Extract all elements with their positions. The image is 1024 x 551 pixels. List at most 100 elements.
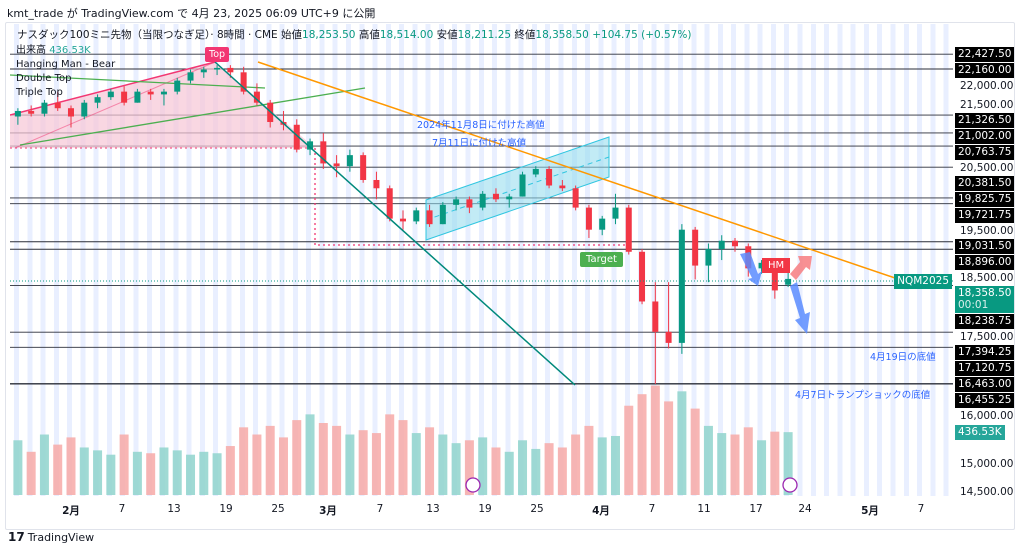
candle — [160, 88, 167, 106]
price-level-tag: 18,896.00 — [955, 255, 1015, 271]
candle — [174, 77, 181, 95]
volume-bar — [491, 447, 501, 495]
apr19-low-note[interactable]: 4月19日の底値 — [870, 352, 936, 363]
volume-bar — [557, 447, 567, 495]
candle-body — [692, 229, 699, 266]
time-tick-label: 19 — [219, 503, 233, 515]
volume-bar — [478, 437, 488, 495]
candle-body — [559, 185, 566, 189]
volume-bar — [146, 453, 156, 495]
chart-plot-area[interactable] — [10, 24, 953, 496]
volume-bar — [53, 444, 63, 495]
candle-body — [307, 141, 314, 150]
candle-body — [134, 91, 141, 103]
symbol-tag: NQM2025 — [894, 274, 952, 289]
candle — [240, 66, 247, 95]
candle — [585, 204, 592, 238]
volume-bar — [504, 451, 514, 495]
volume-bar — [411, 433, 421, 495]
candle-body — [572, 188, 579, 208]
high-value: 18,514.00 — [379, 29, 434, 41]
symbol-name[interactable]: ナスダック100ミニ先物（当限つなぎ足）· 8時間 · CME — [17, 29, 278, 41]
candle — [718, 235, 725, 261]
open-label: 始値 — [281, 29, 303, 41]
candle-body — [413, 210, 420, 222]
volume-bar — [624, 405, 634, 495]
legend-item[interactable]: Double Top — [16, 73, 72, 84]
candle-body — [227, 67, 234, 73]
candle — [652, 282, 659, 385]
candle — [107, 88, 114, 100]
down-arrow-small-icon — [740, 252, 762, 286]
parallel-channel — [425, 136, 610, 241]
jul11-high-note[interactable]: 7月11日に付けた高値 — [432, 138, 527, 149]
legend-item[interactable]: Hanging Man - Bear — [16, 59, 116, 70]
volume-bar — [172, 450, 182, 495]
price-level-tag: 19,031.50 — [955, 239, 1015, 255]
volume-bar — [518, 440, 528, 495]
candle-body — [147, 91, 154, 95]
volume-bar — [730, 434, 740, 495]
candle-body — [718, 240, 725, 250]
candle — [200, 66, 207, 78]
candle-body — [400, 218, 406, 222]
volume-legend[interactable]: 出来高 436.53K — [16, 44, 115, 58]
hanging-man-label[interactable]: HM — [762, 258, 791, 273]
candle — [439, 202, 446, 225]
price-level-tag: 19,825.75 — [955, 192, 1015, 208]
candle — [147, 88, 154, 100]
price-level-tag: 21,326.50 — [955, 113, 1015, 129]
time-tick-label: 3月 — [319, 505, 337, 517]
up-arrow-icon — [790, 256, 812, 280]
candle — [413, 207, 420, 225]
volume-bar — [66, 437, 76, 495]
close-value: 18,358.50 — [535, 29, 589, 41]
candle — [705, 243, 712, 283]
candle-body — [81, 102, 88, 117]
volume-value: 436.53K — [49, 45, 91, 56]
volume-bar — [239, 427, 249, 495]
candle — [187, 69, 194, 84]
candle-body — [320, 141, 327, 164]
time-tick-label: 5月 — [861, 505, 879, 517]
top-label[interactable]: Top — [205, 47, 230, 62]
time-tick-label: 13 — [426, 503, 440, 515]
event-icon — [782, 477, 798, 493]
legend-item[interactable]: Triple Top — [16, 87, 63, 98]
candle-body — [360, 155, 367, 180]
volume-bar — [106, 454, 116, 495]
nov8-high-note[interactable]: 2024年11月8日に付けた高値 — [417, 120, 545, 131]
price-tick-label: 17,500.00 — [960, 331, 1014, 344]
price-tick-label: 16,000.00 — [960, 410, 1014, 423]
volume-bar — [451, 443, 461, 495]
volume-bar — [159, 447, 169, 495]
published-info: kmt_trade が TradingView.com で 4月 23, 202… — [7, 7, 376, 20]
candle-body — [346, 155, 353, 167]
candle — [599, 215, 606, 236]
candle-body — [665, 331, 672, 343]
time-tick-label: 19 — [478, 503, 492, 515]
candle — [466, 196, 473, 214]
candle-body — [532, 168, 539, 175]
target-label[interactable]: Target — [580, 252, 623, 267]
volume-bar — [690, 408, 700, 495]
candle-body — [785, 278, 792, 285]
apr7-low-note[interactable]: 4月7日トランプショックの底値 — [795, 390, 931, 401]
candle-body — [426, 210, 433, 225]
high-label: 高値 — [358, 29, 380, 41]
price-tick-label: 15,000.00 — [960, 458, 1014, 471]
time-tick-label: 11 — [697, 503, 711, 515]
price-level-tag: 19,721.75 — [955, 208, 1015, 224]
time-tick-label: 25 — [271, 503, 285, 515]
volume-bar — [597, 437, 607, 495]
price-level-tag: 20,381.50 — [955, 176, 1015, 192]
candle — [386, 185, 393, 222]
price-chart[interactable] — [10, 24, 953, 496]
candle-body — [758, 262, 765, 269]
candle-body — [121, 91, 128, 103]
candle — [253, 83, 260, 106]
candle-body — [373, 179, 380, 189]
footer-brand[interactable]: 𝟭𝟳 TradingView — [8, 530, 94, 544]
price-level-tag: 21,002.00 — [955, 129, 1015, 145]
candle — [453, 196, 460, 211]
